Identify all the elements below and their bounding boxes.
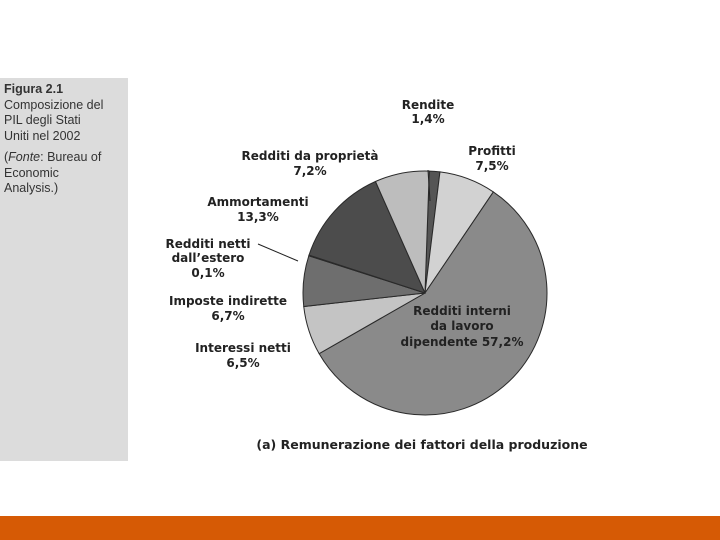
caption-source: (Fonte: Bureau of [4,150,126,166]
label-rendite: Rendite [402,98,455,112]
leader-estero [257,243,299,262]
caption-source-2: Economic [4,165,59,180]
figure-caption: Figura 2.1 Composizione del PIL degli St… [4,82,126,197]
value-profitti: 7,5% [475,159,508,173]
label-estero-2: dall’estero [172,251,245,265]
value-proprieta: 7,2% [293,164,326,178]
source-open: ( [4,150,9,164]
label-profitti: Profitti [468,144,515,158]
caption-sidebar: Figura 2.1 Composizione del PIL degli St… [0,78,128,461]
leader-lines [257,169,431,262]
figure-number: Figura 2.1 [4,82,64,96]
pie-slice-ammortamenti [308,180,426,294]
value-ammortamenti: 13,3% [237,210,279,224]
caption-line-1: Composizione del [4,97,104,112]
caption-line-2: PIL degli Stati [4,113,81,127]
label-lavoro-2: da lavoro [430,319,493,333]
value-interessi: 6,5% [226,356,259,370]
figure-panel: Figura 2.1 Composizione del PIL degli St… [0,78,720,461]
source-label: Fonte [8,150,41,164]
value-estero: 0,1% [191,266,224,280]
label-lavoro-1: Redditi interni [413,304,511,318]
label-ammortamenti: Ammortamenti [207,195,308,209]
pie-slice-redditi-da-propriet [374,170,430,294]
value-imposte: 6,7% [211,309,244,323]
chart-subtitle: (a) Remunerazione dei fattori della prod… [256,437,587,452]
pie-chart: Rendite 1,4% Profitti 7,5% Redditi da pr… [166,98,588,452]
pie-slice-redditi-interni-da-lavoro-dipendente [318,191,548,416]
label-interessi: Interessi netti [195,341,291,355]
caption-source-3: Analysis.) [4,181,59,195]
value-rendite: 1,4% [411,112,444,126]
label-lavoro-3: dipendente 57,2% [401,335,524,349]
label-estero-1: Redditi netti [166,237,251,251]
caption-line-3: Uniti nel 2002 [4,128,81,143]
label-proprieta: Redditi da proprietà [242,149,379,163]
source-rest-1: : Bureau of [40,150,102,164]
label-imposte: Imposte indirette [169,294,287,308]
leader-rendite [427,169,431,202]
pie-slices [302,170,548,416]
footer-accent-bar [0,516,720,540]
